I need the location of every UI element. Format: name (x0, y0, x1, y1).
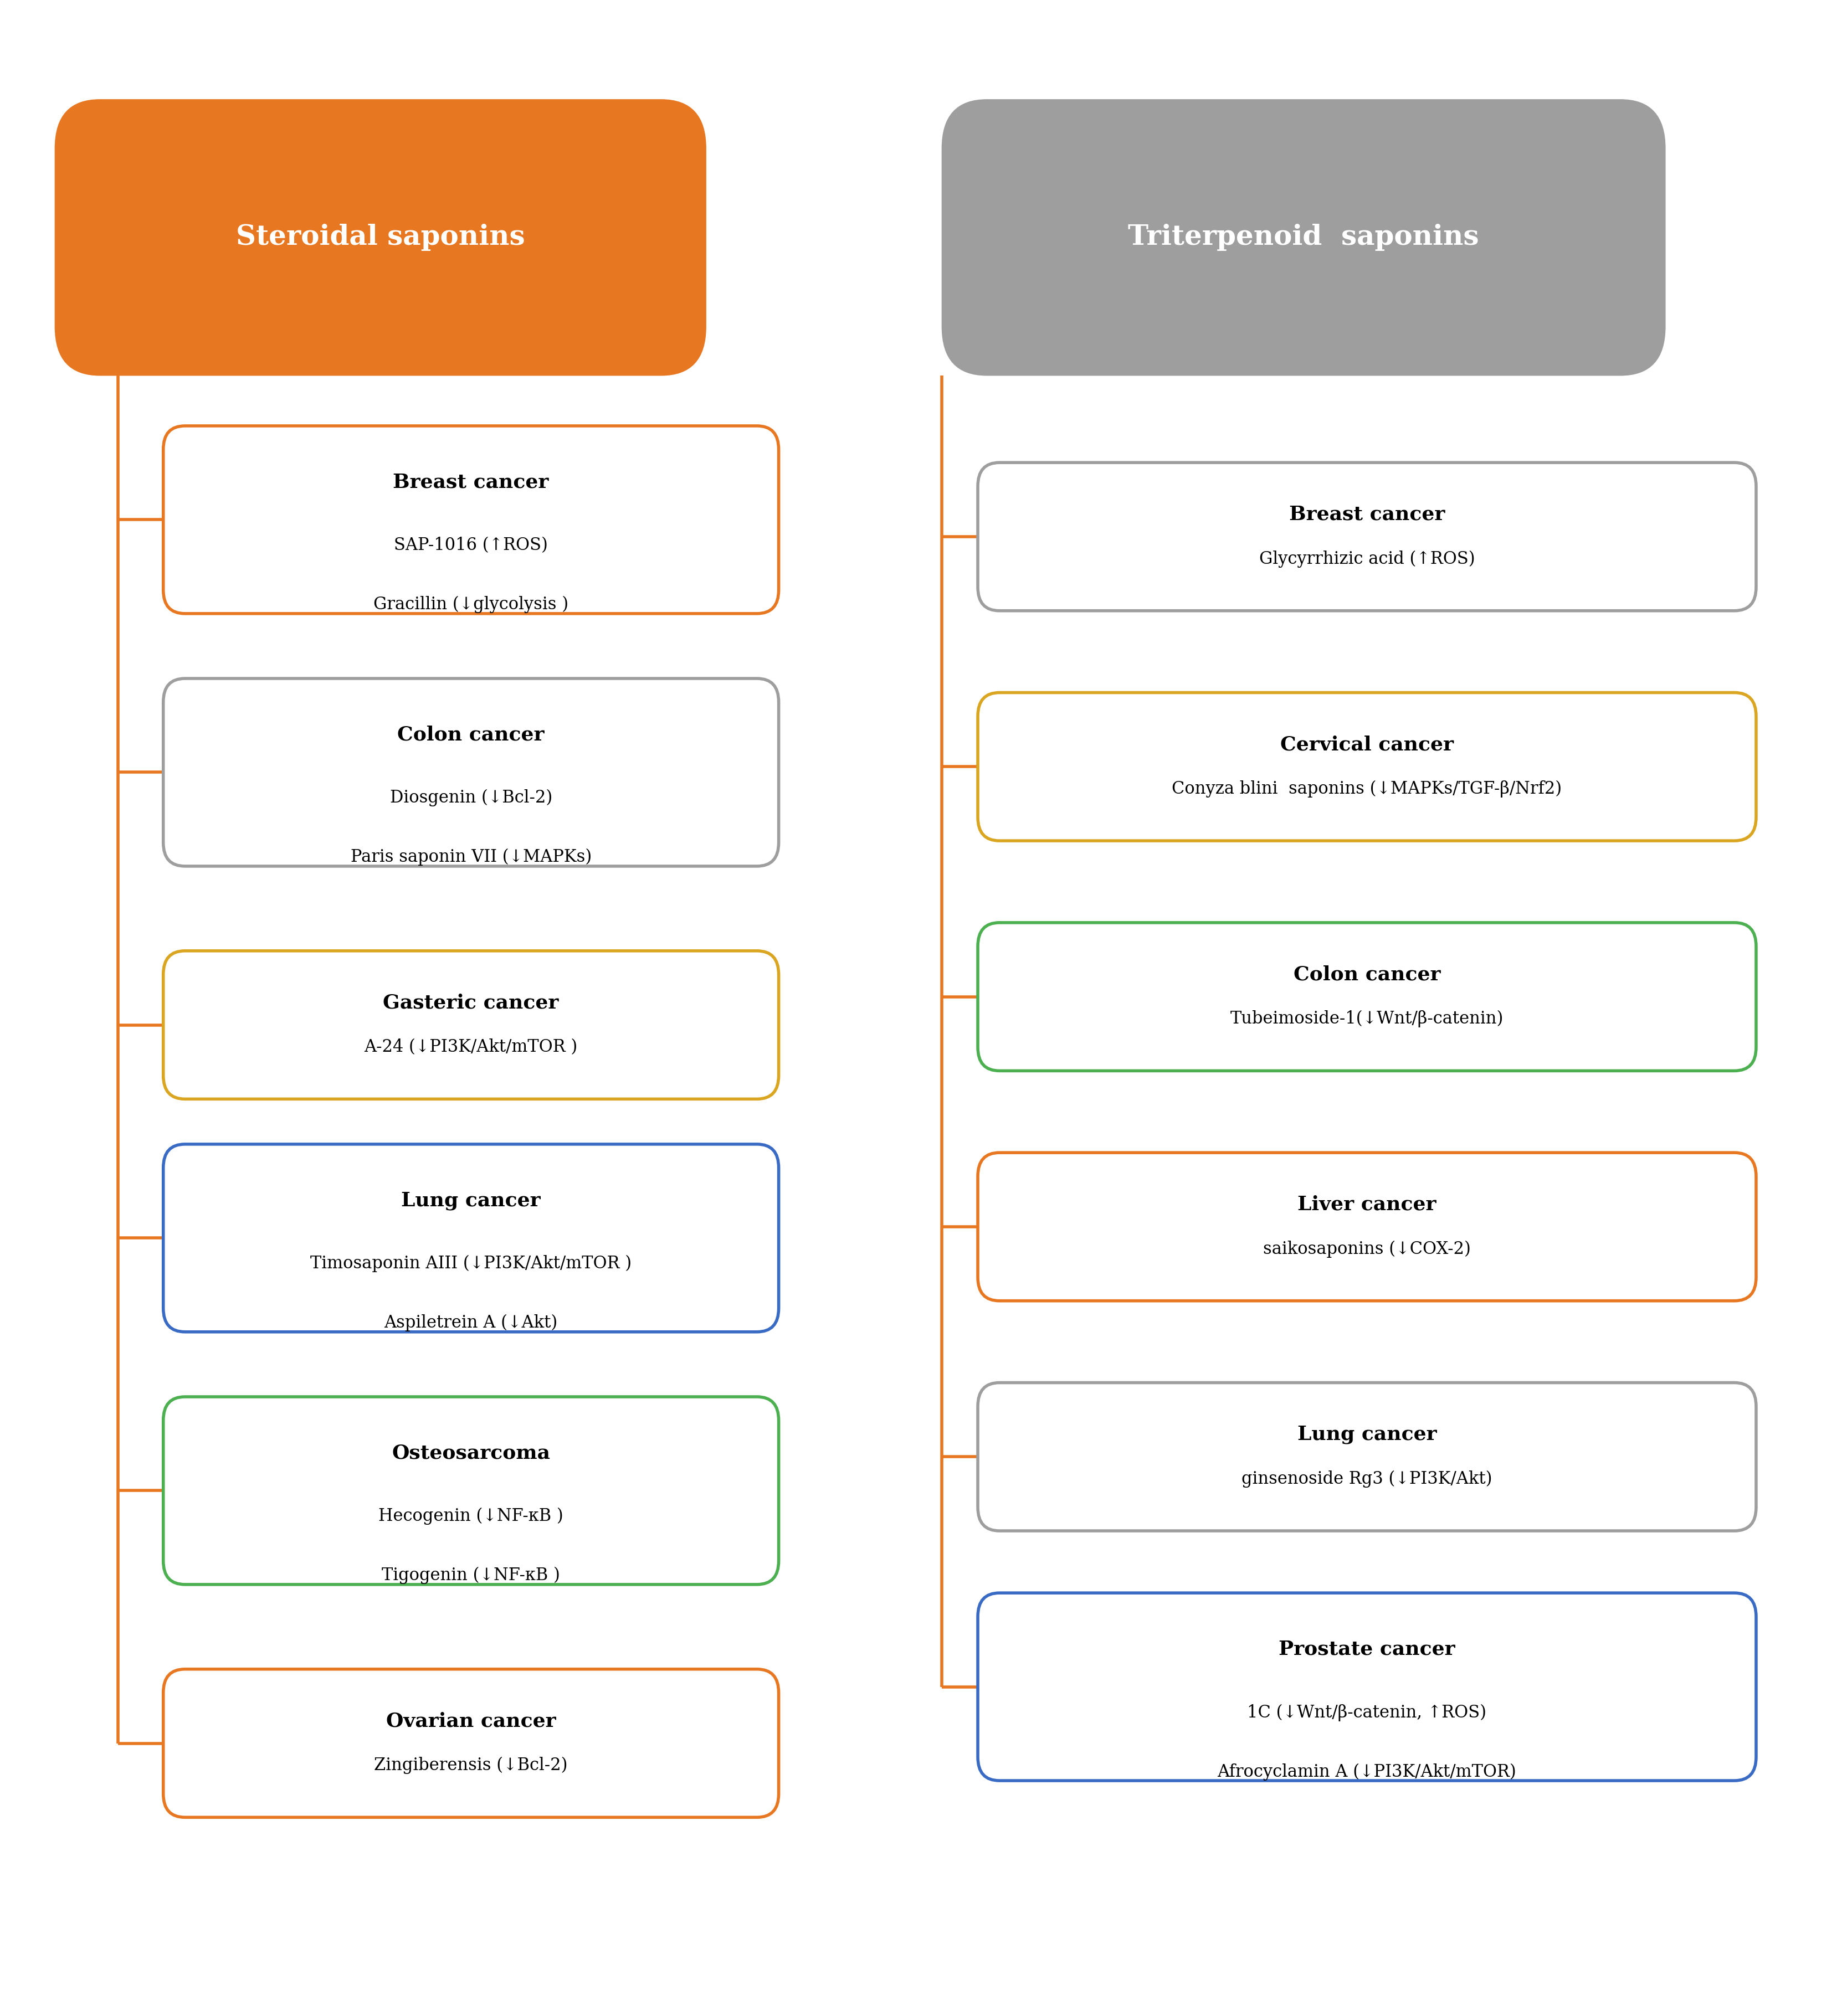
Text: 1C (↓Wnt/β-catenin, ↑ROS): 1C (↓Wnt/β-catenin, ↑ROS) (1247, 1704, 1487, 1722)
FancyBboxPatch shape (977, 1383, 1756, 1530)
Text: Aspiletrein A (↓Akt): Aspiletrein A (↓Akt) (384, 1314, 558, 1333)
Text: Triterpenoid  saponins: Triterpenoid saponins (1129, 224, 1479, 252)
FancyBboxPatch shape (163, 952, 779, 1099)
Text: Diosgenin (↓Bcl-2): Diosgenin (↓Bcl-2) (390, 790, 552, 806)
Text: Conyza blini  saponins (↓MAPKs/TGF-β/Nrf2): Conyza blini saponins (↓MAPKs/TGF-β/Nrf2… (1173, 780, 1563, 798)
Text: A-24 (↓PI3K/Akt/mTOR ): A-24 (↓PI3K/Akt/mTOR ) (364, 1038, 578, 1056)
Text: Timosaponin AIII (↓PI3K/Akt/mTOR ): Timosaponin AIII (↓PI3K/Akt/mTOR ) (310, 1256, 632, 1272)
FancyBboxPatch shape (977, 1153, 1756, 1300)
FancyBboxPatch shape (163, 425, 779, 613)
Text: Prostate cancer: Prostate cancer (1278, 1639, 1455, 1659)
Text: Colon cancer: Colon cancer (1293, 966, 1441, 984)
Text: Gracillin (↓glycolysis ): Gracillin (↓glycolysis ) (373, 597, 569, 613)
Text: saikosaponins (↓COX-2): saikosaponins (↓COX-2) (1263, 1240, 1470, 1258)
Text: SAP-1016 (↑ROS): SAP-1016 (↑ROS) (393, 536, 549, 554)
FancyBboxPatch shape (977, 462, 1756, 611)
Text: Osteosarcoma: Osteosarcoma (392, 1443, 550, 1462)
Text: Breast cancer: Breast cancer (1289, 506, 1444, 524)
Text: Liver cancer: Liver cancer (1298, 1195, 1437, 1214)
Text: Paris saponin VII (↓MAPKs): Paris saponin VII (↓MAPKs) (351, 849, 591, 867)
Text: Hecogenin (↓NF-κB ): Hecogenin (↓NF-κB ) (379, 1508, 563, 1524)
Text: Cervical cancer: Cervical cancer (1280, 736, 1454, 754)
Text: Glycyrrhizic acid (↑ROS): Glycyrrhizic acid (↑ROS) (1260, 550, 1476, 569)
Text: Tubeimoside-1(↓Wnt/β-catenin): Tubeimoside-1(↓Wnt/β-catenin) (1230, 1010, 1503, 1028)
Text: Gasteric cancer: Gasteric cancer (382, 994, 560, 1012)
FancyBboxPatch shape (163, 1669, 779, 1816)
Text: Colon cancer: Colon cancer (397, 726, 545, 744)
Text: Steroidal saponins: Steroidal saponins (236, 224, 525, 252)
FancyBboxPatch shape (977, 1593, 1756, 1780)
Text: Ovarian cancer: Ovarian cancer (386, 1712, 556, 1730)
Text: Zingiberensis (↓Bcl-2): Zingiberensis (↓Bcl-2) (375, 1756, 567, 1774)
Text: Tigogenin (↓NF-κB ): Tigogenin (↓NF-κB ) (382, 1566, 560, 1585)
FancyBboxPatch shape (163, 679, 779, 867)
FancyBboxPatch shape (942, 99, 1666, 375)
FancyBboxPatch shape (977, 694, 1756, 841)
Text: Breast cancer: Breast cancer (393, 474, 549, 492)
FancyBboxPatch shape (977, 923, 1756, 1070)
Text: Lung cancer: Lung cancer (1297, 1425, 1437, 1443)
FancyBboxPatch shape (55, 99, 706, 375)
FancyBboxPatch shape (163, 1397, 779, 1585)
Text: Afrocyclamin A (↓PI3K/Akt/mTOR): Afrocyclamin A (↓PI3K/Akt/mTOR) (1217, 1764, 1516, 1780)
Text: ginsenoside Rg3 (↓PI3K/Akt): ginsenoside Rg3 (↓PI3K/Akt) (1241, 1470, 1492, 1488)
FancyBboxPatch shape (163, 1145, 779, 1333)
Text: Lung cancer: Lung cancer (401, 1191, 541, 1210)
